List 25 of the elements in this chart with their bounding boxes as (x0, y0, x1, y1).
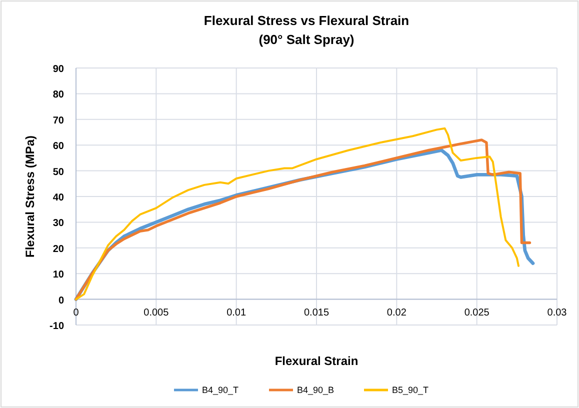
chart-subtitle: (90° Salt Spray) (258, 32, 354, 47)
x-tick-label: 0.015 (304, 307, 330, 318)
x-axis-title: Flexural Strain (274, 354, 358, 368)
x-tick-label: 0.03 (547, 307, 568, 318)
chart-title: Flexural Stress vs Flexural Strain (204, 13, 410, 28)
y-tick-label: 0 (58, 295, 64, 306)
y-tick-label: 40 (52, 192, 64, 204)
legend-label: B4_90_T (202, 385, 240, 395)
y-tick-label: 30 (52, 218, 64, 230)
y-axis-title: Flexural Stress (MPa) (23, 135, 37, 258)
x-tick-label: 0.025 (464, 307, 490, 318)
y-tick-label: 70 (52, 115, 64, 126)
x-tick-label: 0.02 (386, 307, 407, 318)
y-tick-label: 50 (52, 166, 64, 178)
y-tick-label: 80 (52, 90, 64, 101)
y-tick-label: 10 (52, 270, 64, 281)
y-tick-label: 20 (52, 244, 64, 255)
legend-label: B4_90_B (297, 385, 334, 395)
x-tick-label: 0.005 (144, 307, 170, 318)
legend-label: B5_90_T (392, 385, 430, 395)
x-tick-label: 0 (73, 307, 80, 318)
y-tick-label: 60 (52, 141, 64, 152)
y-tick-label: -10 (50, 321, 64, 332)
x-tick-label: 0.01 (226, 307, 246, 318)
y-tick-label: 90 (52, 64, 64, 75)
